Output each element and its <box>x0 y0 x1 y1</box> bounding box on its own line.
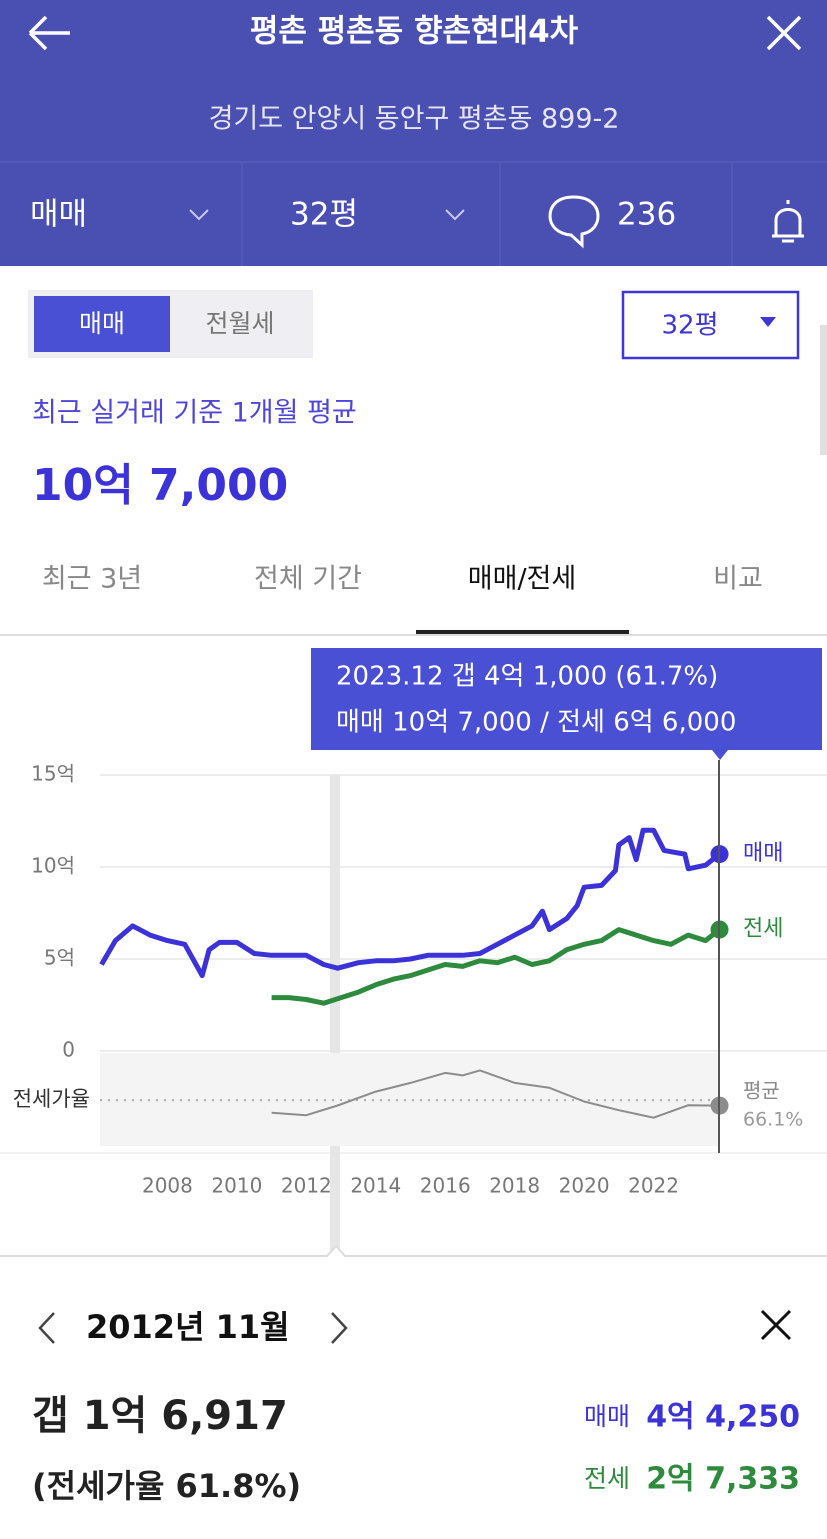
scrollbar <box>820 325 827 455</box>
header-bg <box>0 0 827 266</box>
detail-gap: 갭 1억 6,917 <box>32 1393 288 1439</box>
series-line <box>271 927 722 1006</box>
detail-month: 2012년 11월 <box>86 1308 290 1346</box>
detail-jeonse: 2억 7,333 <box>646 1462 800 1497</box>
toggle-label: 매매 <box>79 309 125 338</box>
ratio-panel-bg <box>100 1053 719 1146</box>
size-select-label: 32평 <box>661 311 718 341</box>
x-tick-label: 2018 <box>489 1174 540 1198</box>
next-month[interactable] <box>331 1312 348 1344</box>
tab[interactable]: 비교 <box>713 564 763 595</box>
series-line <box>99 827 722 979</box>
average-label: 평균 <box>743 1079 780 1103</box>
detail-sale: 4억 4,250 <box>646 1400 800 1435</box>
x-tick-label: 2016 <box>420 1174 471 1198</box>
back-button[interactable] <box>28 15 70 51</box>
deal-type: 매매 <box>30 197 87 233</box>
x-tick-label: 2012 <box>281 1174 332 1198</box>
tab[interactable]: 전체 기간 <box>254 564 362 595</box>
legend-label: 전세 <box>743 917 783 942</box>
y-tick-label: 10억 <box>31 854 75 878</box>
x-tick-label: 2020 <box>559 1174 610 1198</box>
x-tick-label: 2022 <box>628 1174 679 1198</box>
tooltip-line: 2023.12 갭 4억 1,000 (61.7%) <box>336 662 718 692</box>
legend-label: 매매 <box>743 841 783 866</box>
tooltip-pointer <box>712 750 728 760</box>
y-tick-label: 15억 <box>31 762 75 786</box>
detail-ratio: (전세가율 61.8%) <box>32 1467 301 1505</box>
ratio-label: 전세가율 <box>13 1087 90 1111</box>
comment-icon <box>548 195 600 249</box>
x-tick-label: 2008 <box>142 1174 193 1198</box>
detail-border <box>0 1244 827 1257</box>
comment-count: 236 <box>617 197 676 233</box>
x-tick-label: 2014 <box>350 1174 401 1198</box>
summary-price: 10억 7,000 <box>32 460 288 511</box>
toggle-label[interactable]: 전월세 <box>205 309 274 338</box>
detail-sale-label: 매매 <box>584 1402 630 1431</box>
prev-month[interactable] <box>38 1312 55 1344</box>
y-tick-label: 0 <box>62 1038 75 1062</box>
deal-type-filter[interactable]: 매매 <box>30 197 209 233</box>
tab-underline <box>416 630 629 634</box>
x-tick-label: 2010 <box>211 1174 262 1198</box>
bell-button[interactable] <box>772 200 804 243</box>
address: 경기도 안양시 동안구 평촌동 899-2 <box>209 104 620 135</box>
selected-month-band <box>330 775 340 1255</box>
ratio-line <box>271 1069 720 1119</box>
tab[interactable]: 최근 3년 <box>42 564 142 595</box>
toggle-sale[interactable] <box>34 296 170 352</box>
average-value: 66.1% <box>743 1109 803 1131</box>
detail-jeonse-label: 전세 <box>584 1464 630 1493</box>
detail-close[interactable] <box>760 1309 792 1341</box>
summary-label: 최근 실거래 기준 1개월 평균 <box>32 398 357 429</box>
tooltip-line: 매매 10억 7,000 / 전세 6억 6,000 <box>336 708 736 738</box>
title: 평촌 평촌동 향촌현대4차 <box>250 14 579 50</box>
tab[interactable]: 매매/전세 <box>468 564 576 595</box>
close-button[interactable] <box>766 15 802 51</box>
size: 32평 <box>290 197 358 233</box>
chevron <box>189 209 209 221</box>
y-tick-label: 5억 <box>44 946 75 970</box>
comments-button[interactable]: 236 <box>548 195 676 249</box>
dropdown-arrow <box>760 317 776 327</box>
chevron <box>445 209 465 221</box>
size-filter[interactable]: 32평 <box>290 197 465 233</box>
tooltip <box>311 648 822 750</box>
